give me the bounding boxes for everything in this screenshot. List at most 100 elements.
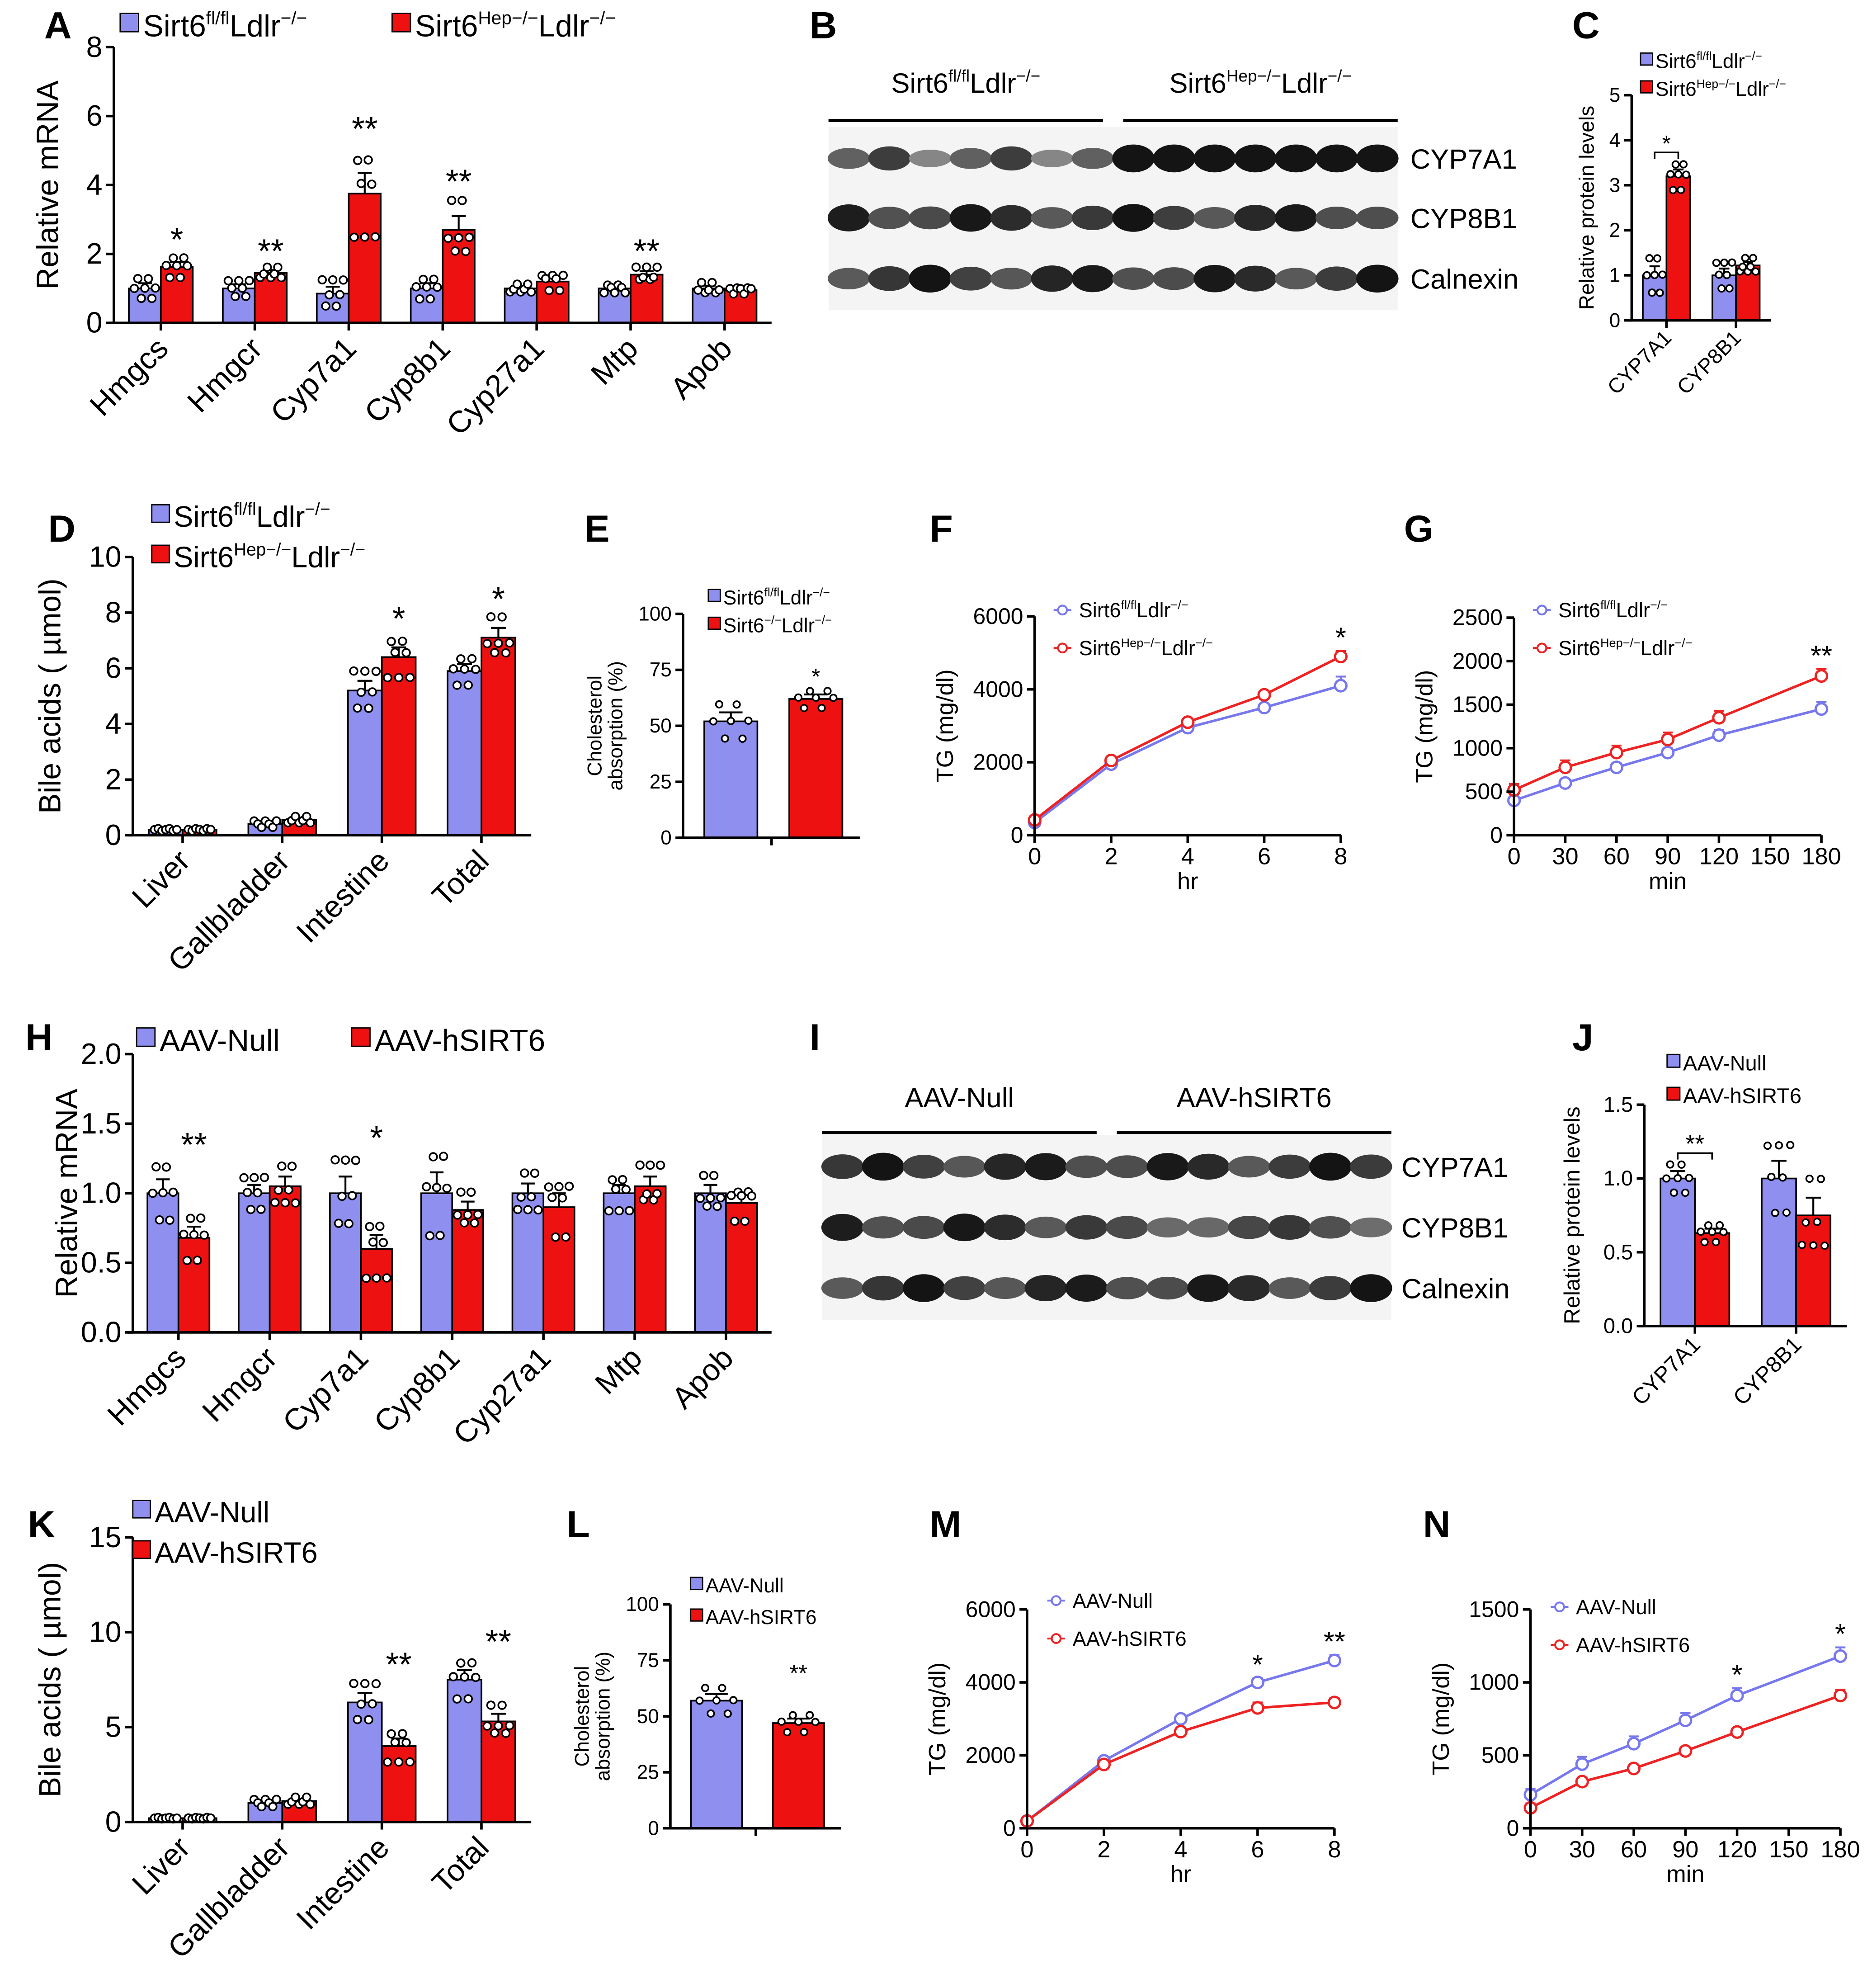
label-part: Sirt6 xyxy=(143,9,206,43)
legend-label: AAV-hSIRT6 xyxy=(155,1536,317,1569)
data-point xyxy=(234,276,244,286)
blot-band xyxy=(1065,1215,1108,1240)
data-point xyxy=(450,246,460,256)
blot-band xyxy=(943,1156,986,1178)
data-point xyxy=(463,680,473,690)
data-point xyxy=(317,275,327,285)
data-point xyxy=(620,288,630,297)
blot-band xyxy=(1024,1216,1067,1238)
blot-band xyxy=(990,268,1033,290)
bar xyxy=(690,1700,743,1829)
blot-band xyxy=(1228,1216,1270,1239)
data-point xyxy=(371,1679,381,1689)
panel-letter-D: D xyxy=(48,507,75,550)
significance-marker: * xyxy=(170,221,184,258)
data-point xyxy=(387,1729,396,1739)
bar xyxy=(481,1720,516,1823)
y-tick-label: 0.0 xyxy=(81,1316,122,1349)
data-point xyxy=(401,1738,411,1747)
label-part: −/− xyxy=(589,7,616,28)
data-point xyxy=(1805,1174,1814,1183)
label-part: AAV-Null xyxy=(155,1496,269,1529)
bar xyxy=(451,1209,484,1333)
blot-band xyxy=(1193,264,1236,293)
data-point xyxy=(457,196,467,205)
data-point xyxy=(512,279,522,289)
bar xyxy=(348,193,382,324)
data-point xyxy=(356,687,366,697)
significance-marker: ** xyxy=(352,110,378,147)
data-point xyxy=(291,1792,300,1802)
data-point xyxy=(398,1729,407,1738)
y-tick-label: 8 xyxy=(105,595,122,628)
data-point xyxy=(635,1160,645,1170)
data-point xyxy=(695,1696,704,1705)
data-point xyxy=(505,638,514,648)
data-point xyxy=(306,818,315,828)
significance-marker: * xyxy=(492,580,505,618)
data-point xyxy=(340,1155,350,1165)
data-point xyxy=(242,1188,252,1197)
blot-band xyxy=(1275,144,1317,173)
legend-label: Sirt6Hep−/−Ldlr−/− xyxy=(1558,636,1692,660)
data-point xyxy=(777,1717,786,1726)
data-point xyxy=(482,1721,492,1731)
data-point xyxy=(206,825,216,834)
blot-band xyxy=(1106,1277,1148,1299)
data-point xyxy=(253,1188,263,1198)
data-point xyxy=(1674,170,1683,179)
data-point xyxy=(273,262,283,272)
data-point xyxy=(256,1204,266,1214)
blot-band xyxy=(862,1275,905,1301)
blot-band xyxy=(1316,144,1358,173)
y-axis-label: Cholesterol xyxy=(571,1666,593,1767)
y-tick-label: 2500 xyxy=(1452,605,1503,630)
y-tick-label: 500 xyxy=(1465,779,1503,804)
blot-band xyxy=(990,205,1033,231)
blot-band xyxy=(1065,1155,1108,1178)
y-tick-label: 0 xyxy=(86,306,103,339)
bar xyxy=(420,1192,453,1333)
label-part: fl/fl xyxy=(1600,598,1616,612)
label-part: AAV-Null xyxy=(905,1082,1014,1114)
data-point xyxy=(147,293,157,303)
series-line xyxy=(1034,684,1341,824)
label-part: Ldlr xyxy=(1136,599,1170,622)
legend-swatch xyxy=(1666,1086,1681,1101)
data-point xyxy=(172,825,182,835)
y-tick-label: 1.0 xyxy=(1603,1166,1633,1190)
bar xyxy=(238,1192,271,1333)
data-point xyxy=(169,253,178,263)
bar xyxy=(788,698,844,839)
data-point xyxy=(533,1205,543,1215)
series-line xyxy=(1530,1655,1841,1796)
y-tick-label: 1000 xyxy=(1452,736,1503,761)
data-point xyxy=(642,262,651,272)
legend-swatch xyxy=(690,1608,703,1622)
x-tick-label: Mtp xyxy=(585,331,645,392)
x-tick-label: Total xyxy=(426,844,495,913)
significance-marker: ** xyxy=(634,232,660,270)
y-tick-label: 1.5 xyxy=(81,1107,122,1140)
data-point xyxy=(614,1206,624,1216)
blot-band xyxy=(1309,1276,1352,1300)
data-point xyxy=(544,1182,554,1192)
y-tick-label: 1500 xyxy=(1469,1596,1519,1622)
data-point xyxy=(394,673,404,682)
y-tick-label: 0 xyxy=(1490,822,1503,848)
data-point xyxy=(1813,1218,1821,1226)
significance-marker: ** xyxy=(486,1623,512,1660)
x-tick-label: 150 xyxy=(1769,1837,1808,1863)
legend-label: AAV-hSIRT6 xyxy=(1683,1084,1801,1108)
series-line xyxy=(1034,655,1342,821)
data-point xyxy=(501,648,511,658)
y-tick-label: 500 xyxy=(1481,1742,1519,1768)
data-point xyxy=(1833,1688,1848,1703)
significance-marker: * xyxy=(370,1119,383,1157)
significance-bracket xyxy=(1654,151,1679,159)
y-tick-label: 0.0 xyxy=(1603,1314,1633,1338)
blot-band xyxy=(1228,1156,1270,1178)
data-point xyxy=(1809,1241,1818,1250)
